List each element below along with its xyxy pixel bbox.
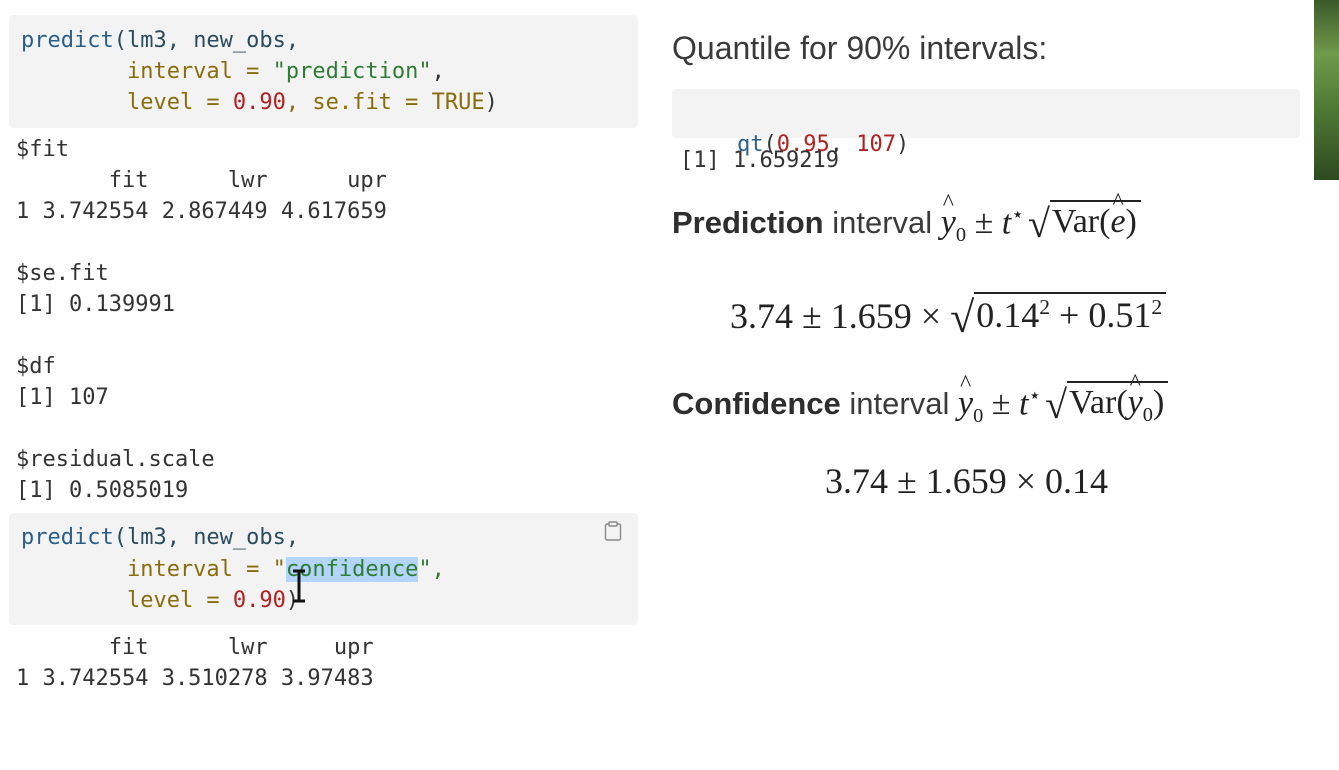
video-thumbnail[interactable] (1314, 0, 1339, 180)
code-token: (lm3, new_obs, (113, 28, 300, 53)
code-token: predict (21, 525, 114, 550)
code-token: TRUE (431, 90, 485, 115)
qt-open-paren: ( (763, 132, 777, 157)
code-token: level = (21, 90, 233, 115)
prediction-formula: 3.74 ± 1.659 × √ 0.142 + 0.512 (730, 292, 1167, 340)
qt-close-paren: ) (895, 132, 910, 157)
plus-minus: ± (966, 204, 1002, 241)
confidence-interval-label: Confidence interval y0 ± t⋆ √ Var(y0) (672, 369, 1169, 428)
sqrt-var-e: √ Var(e) (1028, 188, 1141, 243)
code-block-predict-confidence[interactable]: predict(lm3, new_obs, interval = "confid… (9, 513, 638, 625)
code-line-2: interval = "confidence", (21, 554, 445, 585)
code-token: ) (285, 588, 300, 613)
quantile-heading: Quantile for 90% intervals: (672, 30, 1048, 66)
code-token: predict (21, 28, 114, 53)
code-line-1: predict(lm3, new_obs, (21, 25, 299, 56)
t-star: t⋆ (1001, 203, 1024, 241)
code-line-3: level = 0.90) (21, 585, 299, 616)
confidence-formula: 3.74 ± 1.659 × 0.14 (825, 461, 1109, 501)
code-line-3: level = 0.90, se.fit = TRUE) (21, 87, 498, 118)
clipboard-icon[interactable] (604, 521, 622, 541)
prediction-rest: interval (823, 205, 941, 240)
qt-output: [1] 1.659219 (680, 148, 839, 173)
code-token: level = (21, 588, 233, 613)
code-token: (lm3, new_obs, (113, 525, 300, 550)
qt-code-line: qt(0.95, 107) (684, 98, 909, 191)
output-line: [1] 0.5085019 (16, 478, 189, 503)
output-line: $fit (16, 137, 69, 162)
qt-arg-probability: 0.95 (776, 132, 830, 157)
y-hat-0: y0 (958, 371, 983, 428)
sqrt-sum: √ 0.142 + 0.512 (950, 292, 1167, 340)
text-cursor-icon (293, 569, 305, 603)
output-line: fit lwr upr (16, 635, 374, 660)
qt-separator: , (829, 132, 857, 157)
prediction-interval-label: Prediction interval y0 ± t⋆ √ Var(e) (672, 188, 1141, 247)
output-line: 1 3.742554 3.510278 3.97483 (16, 666, 374, 691)
output-line: $se.fit (16, 261, 109, 286)
prediction-bold: Prediction (672, 205, 824, 240)
code-token: interval = " (21, 557, 286, 582)
output-line: $residual.scale (16, 447, 215, 472)
plus-minus: ± (983, 385, 1019, 422)
sqrt-var-y0: √ Var(y0) (1045, 369, 1169, 427)
output-line: fit lwr upr (16, 168, 387, 193)
y-hat-0: y0 (941, 190, 966, 247)
qt-function: qt (736, 132, 764, 157)
code-token: confidence (285, 557, 419, 582)
output-line: [1] 107 (16, 385, 109, 410)
code-token: ", (418, 557, 445, 582)
output-line: [1] 0.139991 (16, 292, 175, 317)
confidence-rest: interval (840, 386, 958, 421)
code-block-qt[interactable]: qt(0.95, 107) (672, 89, 1300, 157)
code-block-predict-prediction[interactable]: predict(lm3, new_obs, interval = "predic… (9, 15, 638, 128)
code-token: ) (484, 90, 498, 115)
code-token: , (431, 59, 445, 84)
code-line-2: interval = "prediction", (21, 56, 445, 87)
code-token: 0.90 (232, 90, 286, 115)
confidence-bold: Confidence (672, 386, 841, 421)
output-line: 1 3.742554 2.867449 4.617659 (16, 199, 387, 224)
code-token: interval = (21, 59, 273, 84)
code-token: 0.90 (232, 588, 286, 613)
qt-arg-df: 107 (856, 132, 896, 157)
t-star: t⋆ (1018, 384, 1042, 422)
code-line-1: predict(lm3, new_obs, (21, 522, 299, 553)
code-token: , se.fit = (285, 90, 432, 115)
output-line: $df (16, 354, 56, 379)
code-token: "prediction" (272, 59, 432, 84)
